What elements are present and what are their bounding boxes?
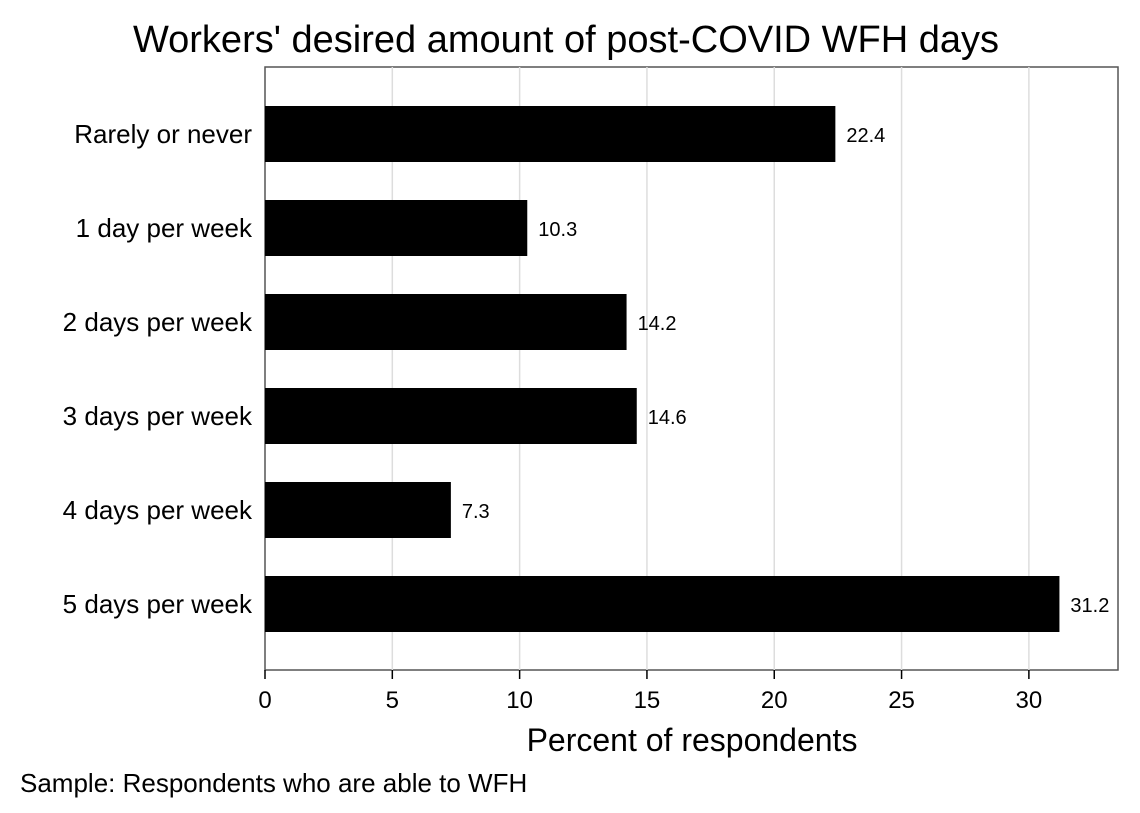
category-label: 3 days per week — [63, 401, 253, 431]
data-label: 22.4 — [846, 125, 885, 147]
data-label: 10.3 — [538, 219, 577, 241]
grid-lines — [391, 67, 1030, 670]
data-label: 7.3 — [462, 501, 490, 523]
chart-title: Workers' desired amount of post-COVID WF… — [133, 19, 999, 61]
x-tick-label: 25 — [888, 687, 915, 714]
x-tick-label: 5 — [386, 687, 399, 714]
bar — [265, 576, 1060, 632]
category-label: Rarely or never — [74, 119, 252, 149]
category-label: 1 day per week — [76, 213, 253, 243]
sample-note: Sample: Respondents who are able to WFH — [20, 768, 527, 798]
data-labels: 22.4 10.3 14.2 14.6 7.3 31.2 — [462, 125, 1109, 617]
category-labels: Rarely or never 1 day per week 2 days per … — [63, 119, 253, 619]
data-label: 31.2 — [1070, 595, 1109, 617]
data-label: 14.6 — [648, 407, 687, 429]
bars — [265, 106, 1060, 632]
x-tick-label: 30 — [1016, 687, 1043, 714]
bar — [265, 482, 451, 538]
x-axis-label: Percent of respondents — [527, 722, 858, 758]
bar — [265, 388, 637, 444]
x-axis: 0 5 10 15 20 25 30 — [258, 670, 1042, 714]
category-label: 2 days per week — [63, 307, 253, 337]
x-tick-label: 15 — [634, 687, 661, 714]
category-label: 5 days per week — [63, 589, 253, 619]
x-tick-label: 20 — [761, 687, 788, 714]
data-label: 14.2 — [638, 313, 677, 335]
bar — [265, 200, 528, 256]
x-tick-label: 0 — [258, 687, 271, 714]
bar — [265, 106, 836, 162]
plot-frame — [264, 66, 1119, 671]
category-label: 4 days per week — [63, 495, 253, 525]
x-tick-label: 10 — [506, 687, 533, 714]
bar — [265, 294, 627, 350]
